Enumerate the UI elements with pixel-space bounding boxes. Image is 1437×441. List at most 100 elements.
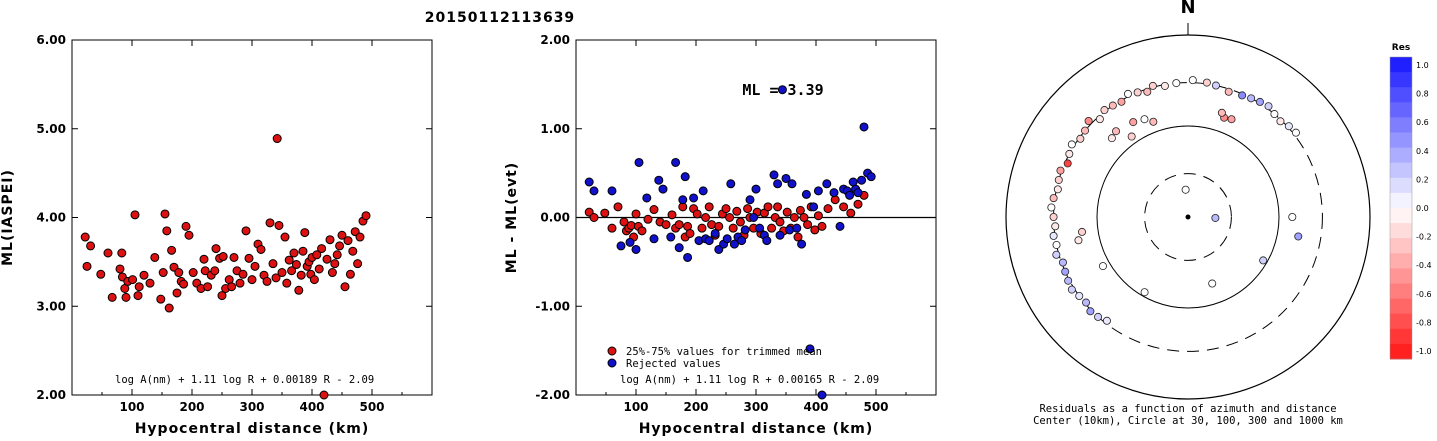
data-point bbox=[823, 204, 833, 214]
data-point bbox=[244, 253, 254, 263]
polar-point bbox=[1270, 110, 1279, 119]
data-point bbox=[184, 230, 194, 240]
polar-point bbox=[1047, 203, 1056, 212]
colorbar-tick-label: 1.0 bbox=[1416, 61, 1429, 70]
data-point bbox=[262, 276, 272, 286]
data-point bbox=[822, 179, 832, 189]
y-tick-label: 2.00 bbox=[36, 388, 66, 402]
data-point bbox=[710, 228, 720, 238]
data-point bbox=[763, 202, 773, 212]
polar-point bbox=[1078, 227, 1087, 236]
data-point bbox=[600, 208, 610, 218]
x-tick-label: 200 bbox=[683, 400, 708, 414]
data-point bbox=[803, 220, 813, 230]
data-point bbox=[795, 205, 805, 215]
y-tick-label: 5.00 bbox=[36, 122, 66, 136]
data-point bbox=[859, 122, 869, 132]
data-point bbox=[829, 188, 839, 198]
y-tick-label: 3.00 bbox=[36, 299, 66, 313]
data-point bbox=[250, 261, 260, 271]
colorbar-segment bbox=[1390, 162, 1412, 179]
data-point bbox=[86, 241, 96, 251]
data-point bbox=[813, 186, 823, 196]
polar-point bbox=[1264, 102, 1273, 111]
data-point bbox=[767, 223, 777, 233]
colorbar-frame bbox=[1389, 56, 1413, 360]
data-point bbox=[272, 134, 282, 144]
data-point bbox=[809, 202, 819, 212]
data-point bbox=[158, 268, 168, 278]
polar-point bbox=[1052, 240, 1061, 249]
polar-point bbox=[1102, 316, 1111, 325]
x-tick-label: 500 bbox=[359, 400, 384, 414]
polar-point bbox=[1217, 108, 1226, 117]
polar-point bbox=[1255, 97, 1264, 106]
data-point bbox=[325, 235, 335, 245]
data-point bbox=[160, 209, 170, 219]
polar-point bbox=[1051, 222, 1060, 231]
data-point bbox=[312, 250, 322, 260]
polar-point bbox=[1067, 140, 1076, 149]
data-point bbox=[188, 268, 198, 278]
data-point bbox=[235, 278, 245, 288]
colorbar-segment bbox=[1390, 283, 1412, 300]
data-point bbox=[714, 221, 724, 231]
data-point bbox=[229, 252, 239, 262]
polar-point bbox=[1211, 81, 1220, 90]
polar-point bbox=[1081, 126, 1090, 135]
polar-point bbox=[1208, 279, 1217, 288]
data-point bbox=[749, 213, 759, 222]
data-point bbox=[792, 223, 802, 233]
data-point bbox=[785, 225, 795, 235]
polar-point bbox=[1238, 91, 1247, 100]
polar-point bbox=[1082, 298, 1091, 307]
data-point bbox=[674, 220, 684, 230]
legend-marker-rejected bbox=[607, 358, 617, 368]
colorbar-segment bbox=[1390, 268, 1412, 284]
data-point bbox=[698, 186, 708, 196]
data-point bbox=[678, 195, 688, 205]
data-point bbox=[227, 282, 237, 292]
y-tick-label: 6.00 bbox=[36, 33, 66, 47]
data-point bbox=[294, 285, 304, 295]
data-point bbox=[296, 270, 306, 280]
data-point bbox=[619, 217, 629, 227]
polar-point bbox=[1160, 81, 1169, 90]
polar-point bbox=[1049, 194, 1058, 203]
formula-label: log A(nm) + 1.11 log R + 0.00189 R - 2.0… bbox=[115, 374, 374, 386]
data-point bbox=[643, 214, 653, 224]
polar-point bbox=[1086, 307, 1095, 316]
data-point bbox=[150, 252, 160, 262]
figure-title: 20150112113639 bbox=[424, 10, 576, 26]
colorbar-segment bbox=[1390, 57, 1412, 73]
data-point bbox=[773, 202, 783, 212]
data-point bbox=[616, 241, 626, 251]
colorbar-segment bbox=[1390, 177, 1412, 194]
colorbar-tick-label: -0.4 bbox=[1416, 261, 1432, 270]
data-point bbox=[82, 261, 92, 271]
data-point bbox=[300, 228, 310, 238]
data-point bbox=[162, 226, 172, 236]
colorbar-segment bbox=[1390, 117, 1412, 133]
data-point bbox=[156, 294, 166, 304]
data-point bbox=[103, 248, 113, 258]
polar-point bbox=[1172, 79, 1181, 88]
caption-line1: Residuals as a function of azimuth and d… bbox=[1039, 403, 1336, 415]
circle-100km bbox=[1096, 125, 1280, 309]
legend-marker-trimmed bbox=[607, 346, 617, 356]
x-tick-label: 300 bbox=[743, 400, 768, 414]
data-point bbox=[666, 232, 676, 242]
colorbar-segment bbox=[1390, 87, 1412, 103]
data-point bbox=[857, 175, 867, 185]
polar-point bbox=[1053, 185, 1062, 194]
colorbar-tick-label: 0.4 bbox=[1416, 147, 1429, 156]
colorbar-segment bbox=[1390, 223, 1412, 239]
data-point bbox=[289, 248, 299, 258]
colorbar-segment bbox=[1390, 208, 1412, 224]
colorbar-segment bbox=[1390, 102, 1412, 118]
data-point bbox=[133, 291, 143, 301]
data-point bbox=[631, 209, 641, 219]
data-point bbox=[625, 237, 635, 247]
colorbar-tick-label: -1.0 bbox=[1416, 347, 1432, 356]
data-point bbox=[775, 217, 785, 227]
